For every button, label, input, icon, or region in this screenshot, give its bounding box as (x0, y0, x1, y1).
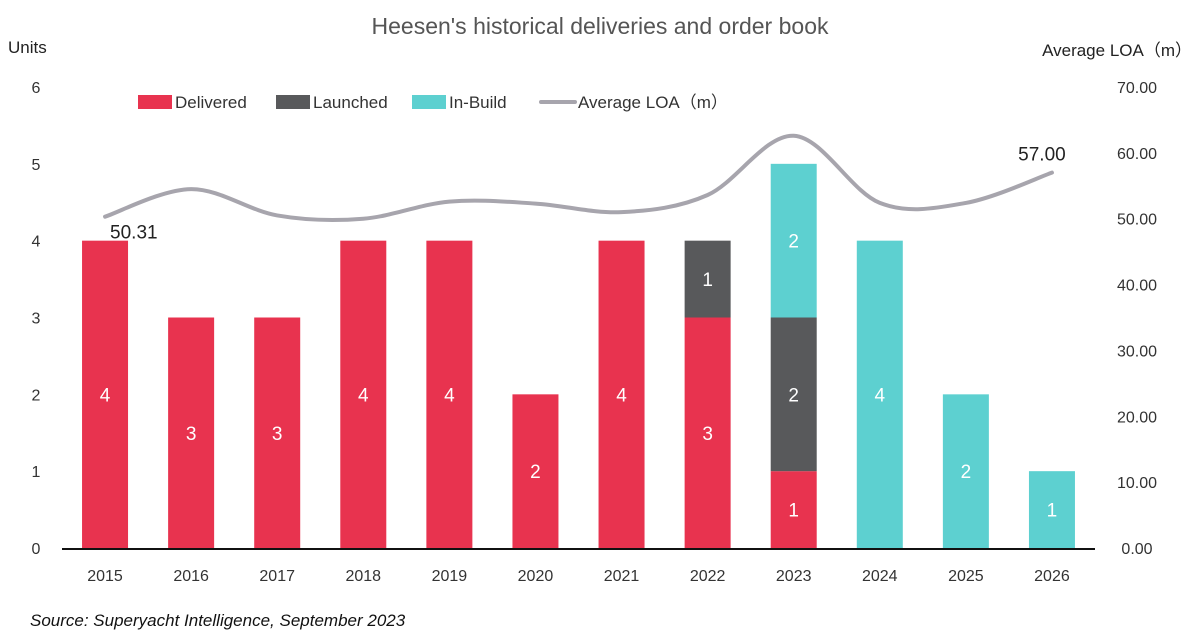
bar-value-label: 2 (788, 232, 799, 253)
source-note: Source: Superyacht Intelligence, Septemb… (30, 611, 406, 630)
bar-in-build-2024 (856, 240, 903, 548)
x-tick-label: 2023 (776, 568, 812, 585)
bar-value-label: 1 (788, 501, 799, 522)
legend: Delivered Launched In-Build Average LOA（m） (138, 93, 728, 112)
bar-launched-2022 (684, 240, 731, 318)
bar-value-label: 4 (875, 385, 886, 406)
x-tick-label: 2024 (862, 568, 898, 585)
y2-axis-title: Average LOA（m） (1042, 41, 1192, 60)
legend-label: Delivered (175, 93, 247, 112)
bar-value-label: 1 (702, 270, 713, 291)
x-tick-label: 2025 (948, 568, 984, 585)
bar-value-label: 4 (358, 385, 369, 406)
bar-in-build-2026 (1028, 471, 1075, 548)
y2-tick-label: 0.00 (1121, 541, 1152, 558)
bar-value-label: 3 (702, 424, 713, 445)
bar-delivered-2019 (426, 240, 473, 548)
y-axis-title: Units (8, 38, 47, 57)
bar-value-label: 1 (1047, 501, 1058, 522)
legend-label: Average LOA（m） (578, 93, 728, 112)
bar-value-label: 3 (186, 424, 197, 445)
y-tick-label: 3 (32, 311, 41, 328)
bar-delivered-2017 (254, 317, 301, 548)
x-tick-label: 2019 (432, 568, 468, 585)
line-value-label: 50.31 (110, 223, 158, 244)
bar-value-label: 4 (100, 385, 111, 406)
x-tick-label: 2022 (690, 568, 726, 585)
y2-axis-ticks: 0.00 10.00 20.00 30.00 40.00 50.00 60.00 70.00 (1117, 80, 1157, 558)
y2-tick-label: 70.00 (1117, 80, 1157, 97)
bar-delivered-2023 (770, 471, 817, 548)
y2-tick-label: 50.00 (1117, 212, 1157, 229)
x-tick-label: 2015 (87, 568, 123, 585)
y-tick-label: 5 (32, 157, 41, 174)
bar-delivered-2015 (82, 240, 129, 548)
bar-in-build-2023 (770, 163, 817, 318)
y-tick-label: 1 (32, 464, 41, 481)
legend-label: Launched (313, 93, 388, 112)
bar-launched-2023 (770, 317, 817, 472)
x-tick-label: 2020 (518, 568, 554, 585)
bar-value-label: 4 (444, 385, 455, 406)
x-tick-label: 2017 (259, 568, 295, 585)
x-axis-ticks: 2015 2016 2017 2018 2019 2020 2021 2022 2023 2024… (87, 568, 1070, 585)
bar-in-build-2025 (942, 394, 989, 548)
y2-tick-label: 40.00 (1117, 278, 1157, 295)
bar-value-label: 2 (788, 385, 799, 406)
legend-label: In-Build (449, 93, 507, 112)
bar-delivered-2020 (512, 394, 559, 548)
x-tick-label: 2018 (345, 568, 381, 585)
x-tick-label: 2026 (1034, 568, 1070, 585)
legend-swatch (138, 95, 172, 109)
x-tick-label: 2016 (173, 568, 209, 585)
legend-swatch (412, 95, 446, 109)
y-tick-label: 0 (32, 541, 41, 558)
bar-value-label: 2 (961, 462, 972, 483)
bar-value-label: 4 (616, 385, 627, 406)
average-loa-line-path (103, 133, 1054, 222)
y2-tick-label: 20.00 (1117, 409, 1157, 426)
bar-delivered-2021 (598, 240, 645, 548)
y2-tick-label: 30.00 (1117, 343, 1157, 360)
bar-delivered-2022 (684, 317, 731, 548)
x-tick-label: 2021 (604, 568, 640, 585)
legend-swatch (276, 95, 310, 109)
bar-delivered-2018 (340, 240, 387, 548)
bar-value-label: 3 (272, 424, 283, 445)
chart-title: Heesen's historical deliveries and order… (372, 13, 829, 39)
y2-tick-label: 10.00 (1117, 475, 1157, 492)
bar-delivered-2016 (168, 317, 215, 548)
average-loa-line: 50.31 57.00 (103, 133, 1066, 244)
line-value-label: 57.00 (1018, 145, 1066, 166)
y-tick-label: 6 (32, 80, 41, 97)
y-axis-ticks: 0 1 2 3 4 5 6 (32, 80, 41, 558)
y2-tick-label: 60.00 (1117, 146, 1157, 163)
y-tick-label: 2 (32, 387, 41, 404)
bar-value-label: 2 (530, 462, 541, 483)
y-tick-label: 4 (32, 234, 41, 251)
bars: 4 3 3 4 4 2 4 3 1 1 2 2 4 2 1 (82, 163, 1075, 548)
